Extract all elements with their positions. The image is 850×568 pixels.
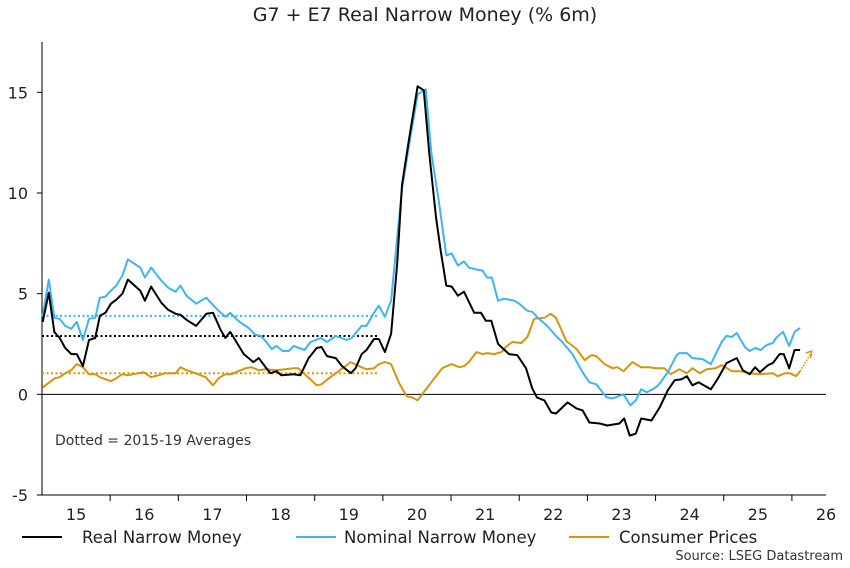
legend-item-cpi: Consumer Prices (569, 526, 757, 548)
x-tick-label: 23 (611, 505, 631, 524)
nominal-narrow-money-line (41, 88, 801, 407)
real-narrow-money-line (41, 85, 801, 437)
projection-line (799, 351, 813, 372)
x-tick-label: 17 (202, 505, 222, 524)
x-tick-label: 24 (679, 505, 699, 524)
legend-label-cpi: Consumer Prices (619, 527, 758, 547)
legend-swatch-real (22, 536, 62, 538)
x-tick-label: 22 (543, 505, 563, 524)
legend-item-nominal: Nominal Narrow Money (296, 526, 536, 548)
x-tick-label: 25 (748, 505, 768, 524)
source-note: Source: LSEG Datastream (675, 549, 843, 564)
x-tick-label: 18 (270, 505, 290, 524)
legend-swatch-nominal (296, 536, 336, 538)
legend-item-real: Real Narrow Money (22, 526, 242, 548)
x-tick-label: 20 (407, 505, 427, 524)
legend-label-real: Real Narrow Money (82, 527, 242, 547)
legend-label-nominal: Nominal Narrow Money (344, 527, 537, 547)
y-tick-label: 15 (8, 83, 28, 102)
chart-title: G7 + E7 Real Narrow Money (% 6m) (252, 4, 598, 26)
legend-swatch-cpi (569, 536, 609, 538)
x-tick-label: 16 (134, 505, 154, 524)
consumer-prices-line (42, 312, 801, 402)
x-tick-label: 26 (816, 505, 836, 524)
y-tick-label: 10 (8, 184, 28, 203)
y-tick-label: 0 (18, 385, 28, 404)
y-tick-label: 5 (18, 285, 28, 304)
y-tick-label: -5 (12, 486, 28, 505)
x-tick-label: 15 (66, 505, 86, 524)
x-tick-label: 19 (339, 505, 359, 524)
projection-arrow-icon (805, 349, 813, 359)
x-tick-label: 21 (475, 505, 495, 524)
averages-note: Dotted = 2015-19 Averages (55, 433, 252, 449)
